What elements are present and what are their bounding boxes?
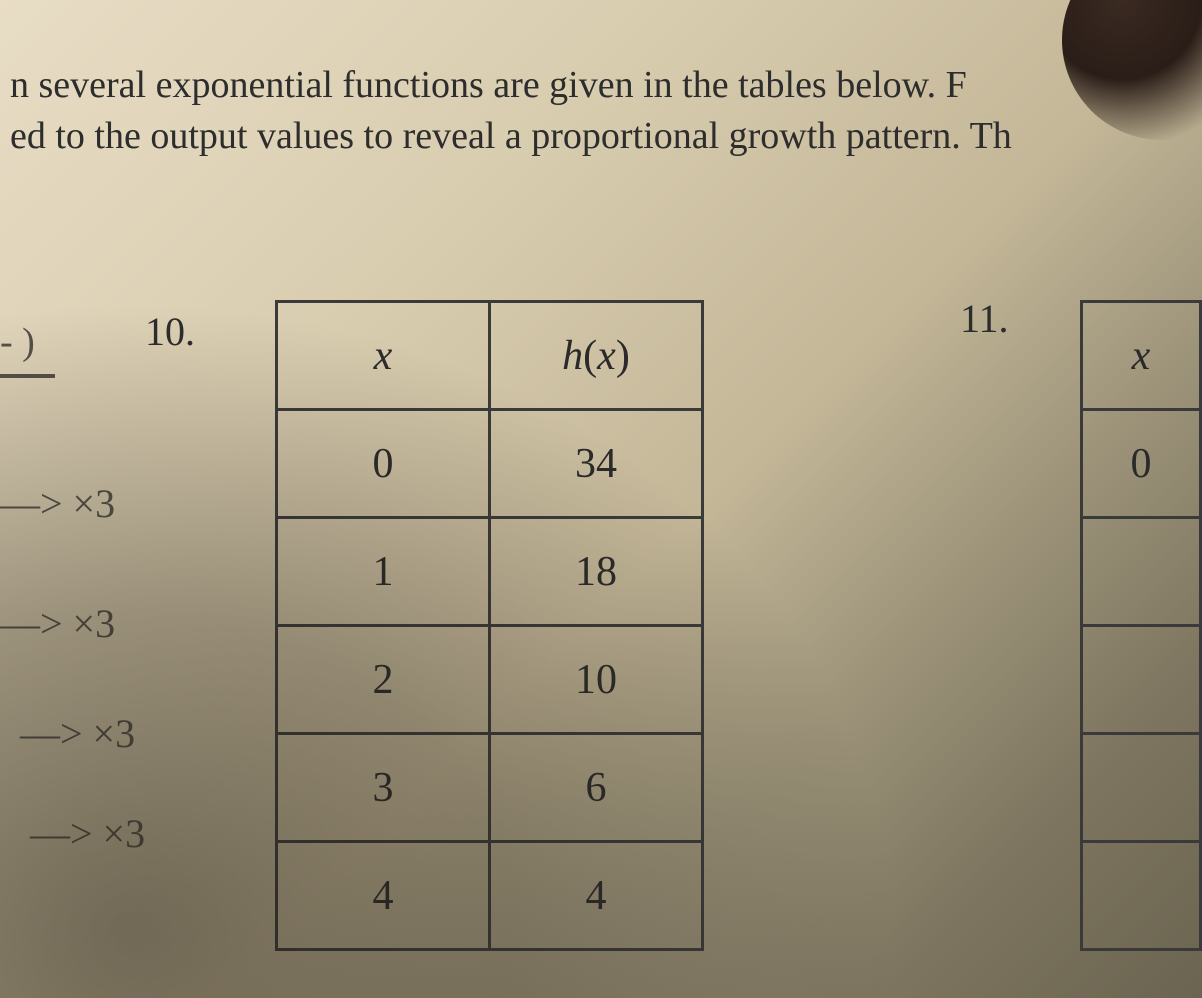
table-row: 2 10 — [277, 626, 703, 734]
cell-hx: 4 — [490, 842, 703, 950]
header-x: x — [1082, 302, 1201, 410]
cell-hx: 34 — [490, 410, 703, 518]
instruction-line-2: ed to the output values to reveal a prop… — [10, 111, 1202, 162]
table-row: 0 34 — [277, 410, 703, 518]
hx-prefix: h — [562, 333, 583, 379]
hx-var: x — [597, 333, 616, 379]
handwriting-times3-2: —> ×3 — [0, 600, 115, 647]
table-row: 1 18 — [277, 518, 703, 626]
cell-x: 1 — [277, 518, 490, 626]
instruction-paragraph: n several exponential functions are give… — [0, 60, 1202, 163]
cell-x: 2 — [277, 626, 490, 734]
problem-11-table: x 0 — [1080, 300, 1202, 951]
cell-x: 0 — [277, 410, 490, 518]
cell-x: 3 — [277, 734, 490, 842]
handwriting-times3-4: —> ×3 — [30, 810, 145, 857]
table-row: 0 — [1082, 410, 1201, 518]
table-row — [1082, 842, 1201, 950]
handwriting-minus1: - ) — [0, 320, 35, 364]
cell-x — [1082, 734, 1201, 842]
handwriting-underline — [0, 374, 55, 378]
cell-x — [1082, 842, 1201, 950]
table-header-row: x — [1082, 302, 1201, 410]
cell-hx: 10 — [490, 626, 703, 734]
problem-10-table: x h(x) 0 34 1 18 2 10 3 6 4 4 — [275, 300, 704, 951]
problem-11-label: 11. — [960, 295, 1009, 342]
table-row — [1082, 626, 1201, 734]
cell-x — [1082, 518, 1201, 626]
table-row: 4 4 — [277, 842, 703, 950]
problem-10-label: 10. — [145, 308, 195, 355]
handwriting-times3-3: —> ×3 — [20, 710, 135, 757]
cell-hx: 18 — [490, 518, 703, 626]
cell-x: 4 — [277, 842, 490, 950]
table-row — [1082, 518, 1201, 626]
header-hx: h(x) — [490, 302, 703, 410]
worksheet-page: n several exponential functions are give… — [0, 0, 1202, 998]
handwriting-times3-1: —> ×3 — [0, 480, 115, 527]
instruction-line-1: n several exponential functions are give… — [10, 60, 1202, 111]
header-x: x — [277, 302, 490, 410]
hx-open: ( — [583, 333, 597, 379]
cell-hx: 6 — [490, 734, 703, 842]
table-row — [1082, 734, 1201, 842]
cell-x — [1082, 626, 1201, 734]
table-header-row: x h(x) — [277, 302, 703, 410]
cell-x: 0 — [1082, 410, 1201, 518]
hx-close: ) — [616, 333, 630, 379]
table-row: 3 6 — [277, 734, 703, 842]
